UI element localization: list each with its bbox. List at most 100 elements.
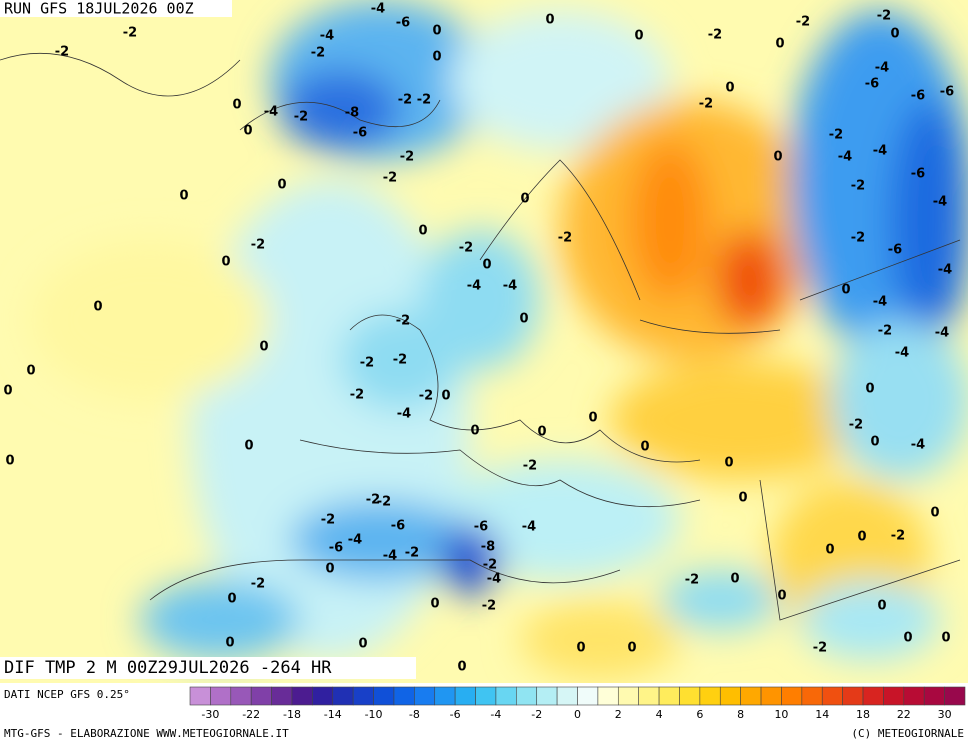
contour-label: -4 <box>873 144 887 159</box>
colorbar-swatch <box>719 686 741 706</box>
contour-label: -2 <box>321 513 335 528</box>
contour-label: 0 <box>5 454 14 469</box>
colorbar-swatch <box>781 686 803 706</box>
contour-label: 0 <box>773 150 782 165</box>
colorbar-swatch <box>250 686 272 706</box>
colorbar-swatch <box>189 686 211 706</box>
contour-label: -2 <box>558 231 572 246</box>
colorbar-tick-label: 18 <box>856 708 870 721</box>
contour-label: -2 <box>459 241 473 256</box>
contour-label: -2 <box>685 573 699 588</box>
contour-label: 0 <box>588 411 597 426</box>
colorbar-swatch <box>842 686 864 706</box>
colorbar-tick-label: -14 <box>324 708 342 721</box>
contour-label: -4 <box>933 195 947 210</box>
contour-label: -2 <box>393 353 407 368</box>
colorbar-swatch <box>271 686 293 706</box>
contour-label: -4 <box>487 572 501 587</box>
colorbar-swatch <box>862 686 884 706</box>
contour-label: -6 <box>940 85 954 100</box>
contour-label: 0 <box>841 283 850 298</box>
colorbar-tick-label: -10 <box>365 708 383 721</box>
contour-label: -2 <box>360 356 374 371</box>
colorbar-swatch <box>699 686 721 706</box>
contour-label: -2 <box>417 93 431 108</box>
contour-label: -6 <box>396 16 410 31</box>
contour-label: 0 <box>244 439 253 454</box>
colorbar-swatch <box>495 686 517 706</box>
contour-label: 0 <box>432 50 441 65</box>
contour-label: 0 <box>724 456 733 471</box>
contour-label: -4 <box>397 407 411 422</box>
contour-label: 0 <box>259 340 268 355</box>
contour-label: 0 <box>941 631 950 646</box>
colorbar-swatch <box>536 686 558 706</box>
colorbar-swatch <box>475 686 497 706</box>
colorbar-swatch <box>393 686 415 706</box>
contour-label: 0 <box>520 192 529 207</box>
source-text: DATI NCEP GFS 0.25° <box>4 688 130 701</box>
contour-label: 0 <box>457 660 466 675</box>
colorbar-tick-label: 2 <box>615 708 622 721</box>
contour-label: -2 <box>878 324 892 339</box>
contour-label: 0 <box>325 562 334 577</box>
field-title: DIF TMP 2 M 00Z29JUL2026 -264 HR <box>4 658 332 678</box>
contour-label: -4 <box>371 2 385 17</box>
contour-label: 0 <box>358 637 367 652</box>
contour-label: -2 <box>813 641 827 656</box>
colorbar-swatch <box>210 686 232 706</box>
colorbar-tick-label: 0 <box>574 708 581 721</box>
colorbar-tick-label: -30 <box>201 708 219 721</box>
contour-label: 0 <box>93 300 102 315</box>
contour-label: 0 <box>243 124 252 139</box>
contour-label: -2 <box>708 28 722 43</box>
run-title: RUN GFS 18JUL2026 00Z <box>4 0 194 18</box>
credit-text: MTG-GFS - ELABORAZIONE WWW.METEOGIORNALE… <box>4 727 289 740</box>
contour-label: -2 <box>396 314 410 329</box>
colorbar-tick-label: 30 <box>938 708 952 721</box>
contour-label: -6 <box>353 126 367 141</box>
contour-label: 0 <box>225 636 234 651</box>
contour-label: -2 <box>891 529 905 544</box>
colorbar-swatch <box>801 686 823 706</box>
contour-label: -2 <box>483 558 497 573</box>
contour-label: 0 <box>857 530 866 545</box>
contour-label: -6 <box>865 77 879 92</box>
contour-label: 0 <box>877 599 886 614</box>
contour-label: 0 <box>277 178 286 193</box>
colorbar-tick-label: 6 <box>696 708 703 721</box>
contour-label: 0 <box>725 81 734 96</box>
copyright-text: (C) METEOGIORNALE <box>851 727 964 740</box>
contour-label: -6 <box>911 167 925 182</box>
contour-label: -2 <box>377 495 391 510</box>
colorbar-tick-label: 14 <box>815 708 829 721</box>
contour-label: -2 <box>311 46 325 61</box>
contour-label: -2 <box>523 459 537 474</box>
colorbar-swatch <box>414 686 436 706</box>
contour-label: -2 <box>398 93 412 108</box>
contour-label: -2 <box>55 45 69 60</box>
contour-label: -2 <box>419 389 433 404</box>
contour-label: 0 <box>441 389 450 404</box>
colorbar-tick-label: 10 <box>774 708 788 721</box>
contour-label: 0 <box>470 424 479 439</box>
contour-label: -2 <box>350 388 364 403</box>
contour-label: -2 <box>699 97 713 112</box>
contour-label: 0 <box>777 589 786 604</box>
contour-label: -2 <box>482 599 496 614</box>
contour-label: 0 <box>825 543 834 558</box>
contour-label: 0 <box>430 597 439 612</box>
contour-label: 0 <box>26 364 35 379</box>
contour-label: 0 <box>930 506 939 521</box>
colorbar-swatch <box>883 686 905 706</box>
contour-label: -2 <box>796 15 810 30</box>
colorbar-swatch <box>434 686 456 706</box>
contour-label: 0 <box>576 641 585 656</box>
colorbar-swatch <box>352 686 374 706</box>
colorbar-tick-label: 22 <box>897 708 911 721</box>
contour-label: -2 <box>251 238 265 253</box>
colorbar-swatch <box>516 686 538 706</box>
